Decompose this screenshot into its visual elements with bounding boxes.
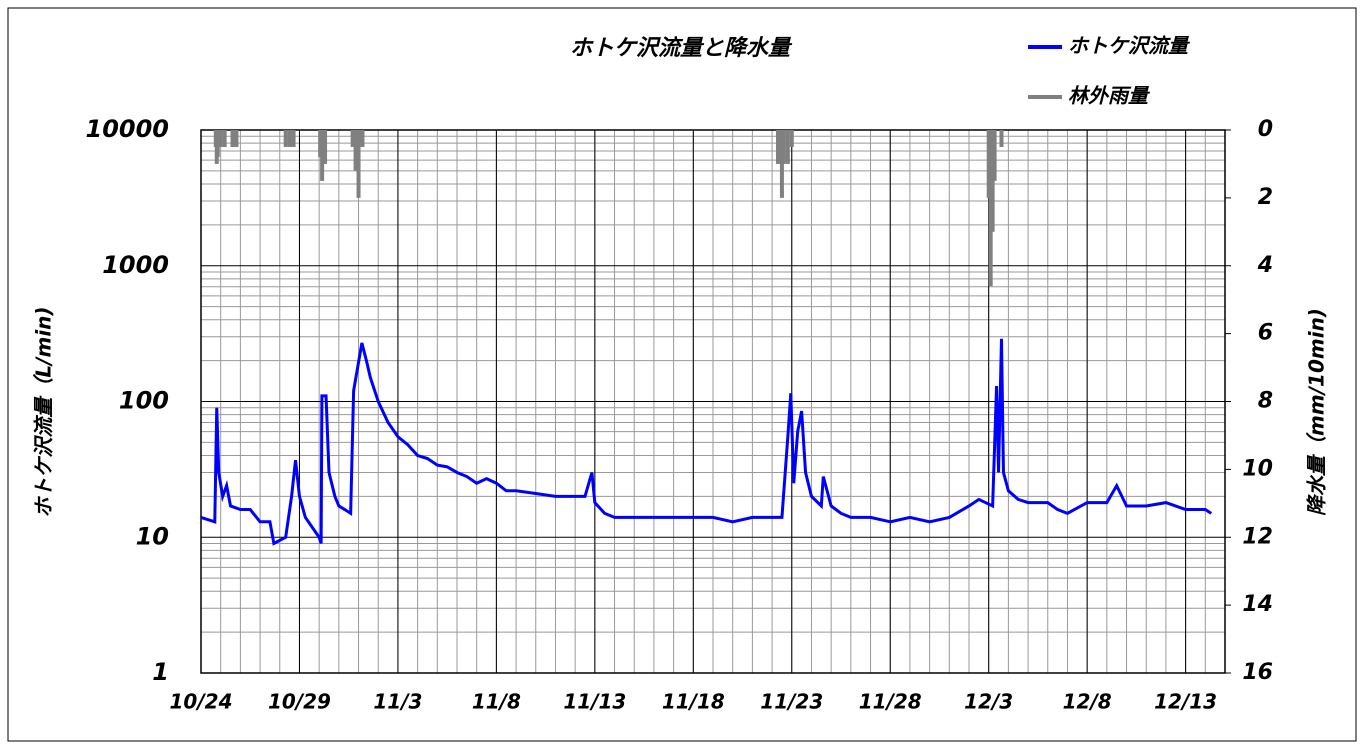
y2-tick-label: 10	[1242, 456, 1273, 481]
plot-border	[200, 129, 1226, 674]
x-tick-label: 11/18	[662, 690, 725, 714]
y-tick-label: 1000	[102, 251, 169, 279]
y2-tick-label: 8	[1258, 389, 1273, 414]
y-tick-label: 1	[152, 658, 169, 686]
y2-tick-label: 12	[1242, 524, 1273, 549]
rain-bar	[230, 130, 235, 147]
rain-bar	[287, 130, 292, 147]
rain-bar	[785, 130, 790, 164]
x-tick-label: 11/28	[859, 690, 922, 714]
x-tick-label: 10/29	[268, 690, 331, 714]
frame	[7, 7, 1357, 742]
y2-tick-label: 0	[1258, 117, 1273, 142]
rain-bar	[775, 130, 780, 164]
rain-bar	[218, 130, 223, 147]
flow-line	[200, 338, 1213, 546]
x-tick-label: 11/23	[760, 690, 823, 714]
rain-bar	[215, 130, 220, 158]
rain-bar	[789, 130, 794, 147]
rain-bar	[350, 130, 355, 147]
x-tick-label: 10/24	[170, 690, 233, 714]
rain-bar	[323, 130, 328, 164]
rain-bar	[360, 130, 365, 147]
rain-bar	[222, 130, 227, 147]
rain-bar	[353, 130, 358, 171]
x-tick-label: 11/8	[472, 690, 521, 714]
rain-bar	[234, 130, 239, 147]
rain-bar	[992, 130, 997, 181]
y2-tick-label: 4	[1257, 253, 1273, 278]
x-tick-label: 12/3	[964, 690, 1013, 714]
y2-axis-label: 降水量（mm/10min)	[1305, 308, 1329, 516]
y2-tick-label: 16	[1242, 660, 1273, 685]
y-tick-label: 10	[136, 522, 169, 550]
x-tick-label: 11/13	[563, 690, 626, 714]
rain-bar	[781, 130, 786, 164]
y-axis-label: ホトケ沢流量（L/min)	[32, 306, 56, 517]
rain-bar	[320, 130, 325, 181]
y2-tick-label: 2	[1258, 185, 1273, 210]
rain-bar	[291, 130, 296, 147]
x-tick-label: 12/8	[1063, 690, 1112, 714]
rain-bar	[356, 130, 361, 198]
y2-tick-label: 14	[1242, 592, 1273, 617]
legend-label: ホトケ沢流量	[1068, 34, 1191, 58]
rain-bar	[999, 130, 1004, 147]
y-tick-label: 100	[119, 387, 169, 415]
y2-tick-label: 6	[1258, 321, 1273, 346]
chart-title: ホトケ沢流量と降水量	[570, 36, 793, 61]
x-tick-label: 11/3	[373, 690, 422, 714]
x-tick-label: 12/13	[1154, 690, 1217, 714]
rain-bar	[283, 130, 288, 147]
y-tick-label: 10000	[86, 115, 170, 143]
legend-label: 林外雨量	[1068, 84, 1151, 108]
